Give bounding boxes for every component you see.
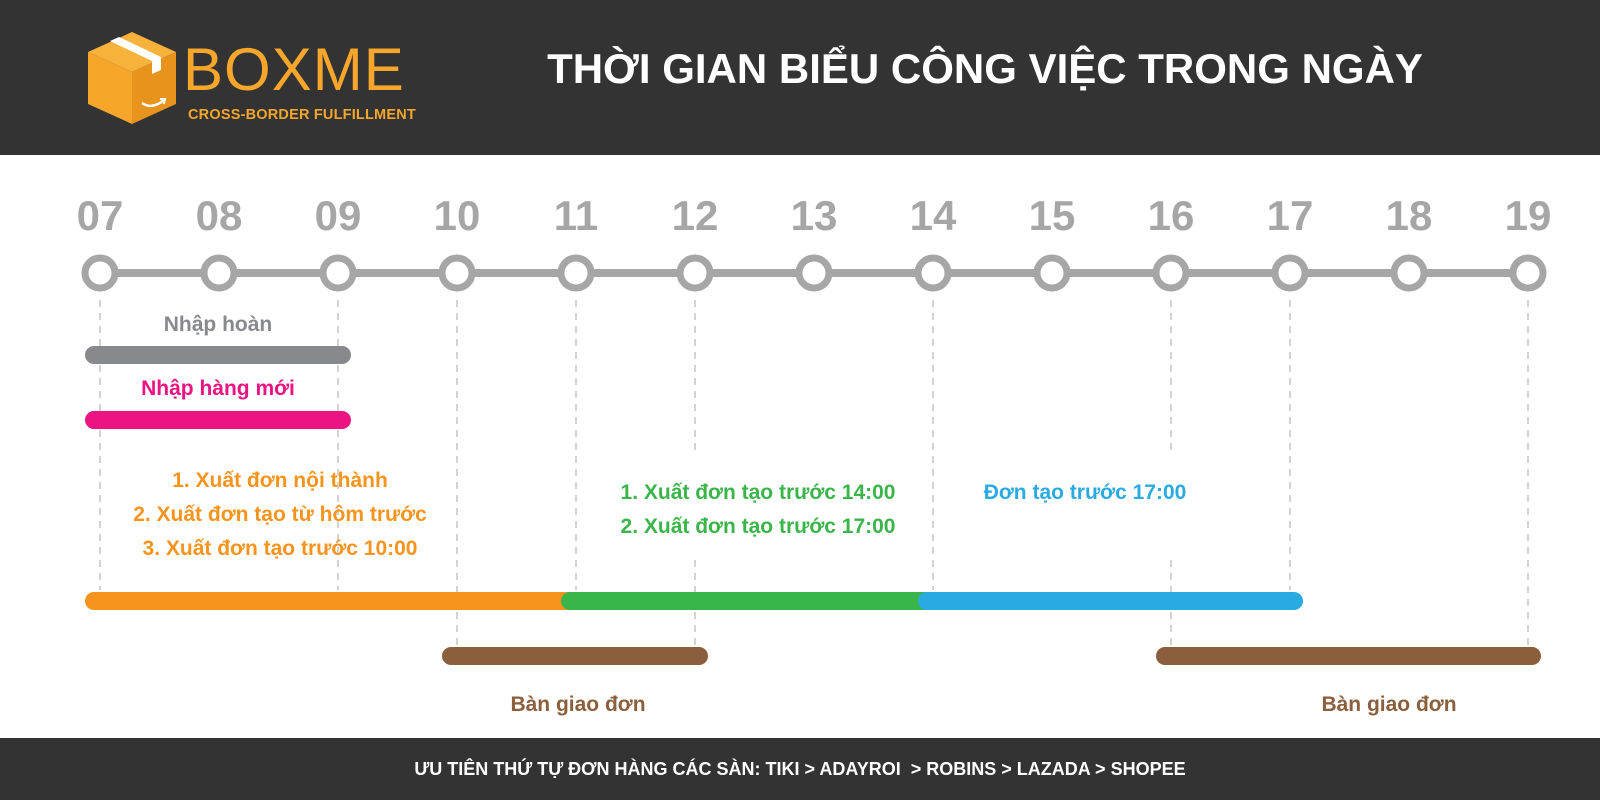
hour-label: 14: [910, 192, 957, 239]
task-label-xuat-don-trua: 2. Xuất đơn tạo trước 17:00: [621, 515, 896, 538]
brand-tagline: CROSS-BORDER FULFILLMENT: [188, 107, 416, 123]
header-bar: BOXME CROSS-BORDER FULFILLMENT THỜI GIAN…: [0, 0, 1600, 155]
task-label-don-chieu: Đơn tạo trước 17:00: [984, 481, 1187, 504]
hour-label: 10: [434, 192, 481, 239]
hour-node: [1152, 254, 1190, 292]
hour-label: 12: [672, 192, 719, 239]
task-label-xuat-don-trua: 1. Xuất đơn tạo trước 14:00: [621, 481, 896, 504]
task-label-xuat-don-sang: 1. Xuất đơn nội thành: [172, 469, 388, 492]
hour-node: [1271, 254, 1309, 292]
footer-priority-note: ƯU TIÊN THỨ TỰ ĐƠN HÀNG CÁC SÀN: TIKI > …: [0, 738, 1600, 800]
hour-node: [795, 254, 833, 292]
task-label-xuat-don-sang: 2. Xuất đơn tạo từ hôm trước: [133, 503, 427, 526]
hour-label: 13: [791, 192, 838, 239]
hour-label: 16: [1148, 192, 1195, 239]
task-label-xuat-don-sang: 3. Xuất đơn tạo trước 10:00: [143, 537, 418, 560]
hour-label: 08: [196, 192, 243, 239]
hour-label: 15: [1029, 192, 1076, 239]
box-logo-icon: [88, 32, 176, 124]
task-label-ban-giao-1: Bàn giao đơn: [510, 693, 645, 716]
hour-label: 11: [554, 192, 598, 239]
hour-label: 18: [1386, 192, 1433, 239]
hour-label: 07: [77, 192, 124, 239]
hour-node: [1509, 254, 1547, 292]
hour-label: 17: [1267, 192, 1314, 239]
hour-node: [914, 254, 952, 292]
hour-node: [319, 254, 357, 292]
hour-node: [438, 254, 476, 292]
hour-node: [81, 254, 119, 292]
task-label-nhap-hang-moi: Nhập hàng mới: [141, 377, 295, 400]
hour-label: 09: [315, 192, 362, 239]
hour-node: [200, 254, 238, 292]
hour-node: [1033, 254, 1071, 292]
task-label-nhap-hoan: Nhập hoàn: [164, 313, 273, 336]
task-label-ban-giao-2: Bàn giao đơn: [1321, 693, 1456, 716]
hour-node: [557, 254, 595, 292]
hour-node: [1390, 254, 1428, 292]
page-title: THỜI GIAN BIỂU CÔNG VIỆC TRONG NGÀY: [547, 45, 1423, 92]
hour-label: 19: [1505, 192, 1552, 239]
brand-name: BOXME: [183, 36, 405, 103]
hour-node: [676, 254, 714, 292]
